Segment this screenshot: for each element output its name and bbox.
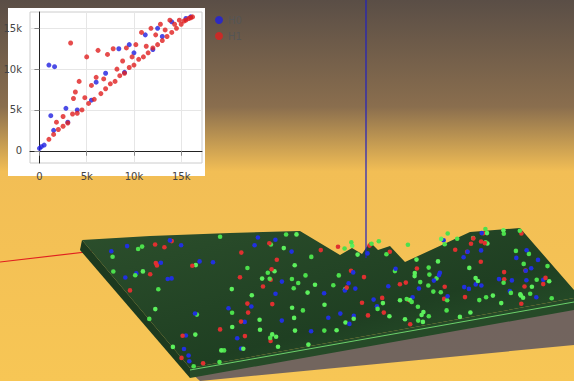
svg-text:0: 0 bbox=[36, 171, 42, 182]
svg-text:5k: 5k bbox=[81, 171, 93, 182]
svg-text:15k: 15k bbox=[172, 171, 191, 182]
svg-text:10k: 10k bbox=[3, 64, 22, 75]
svg-text:10k: 10k bbox=[125, 171, 144, 182]
svg-text:H0: H0 bbox=[228, 15, 242, 26]
svg-text:0: 0 bbox=[16, 145, 22, 156]
svg-text:H1: H1 bbox=[228, 31, 242, 42]
svg-text:5k: 5k bbox=[10, 104, 22, 115]
svg-text:15k: 15k bbox=[3, 23, 22, 34]
